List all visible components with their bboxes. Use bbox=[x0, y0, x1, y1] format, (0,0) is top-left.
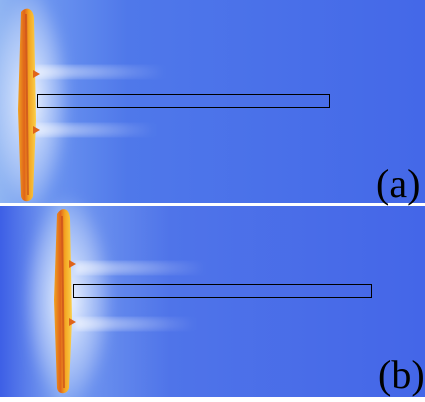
panel-a-image bbox=[0, 0, 425, 210]
panel-divider bbox=[0, 203, 425, 206]
panel-b-image bbox=[0, 195, 425, 402]
panel-a-roi-box bbox=[37, 94, 330, 108]
panel-a-label: (a) bbox=[376, 161, 421, 206]
panel-b-roi-box bbox=[73, 284, 372, 298]
panel-b-label: (b) bbox=[378, 352, 425, 397]
